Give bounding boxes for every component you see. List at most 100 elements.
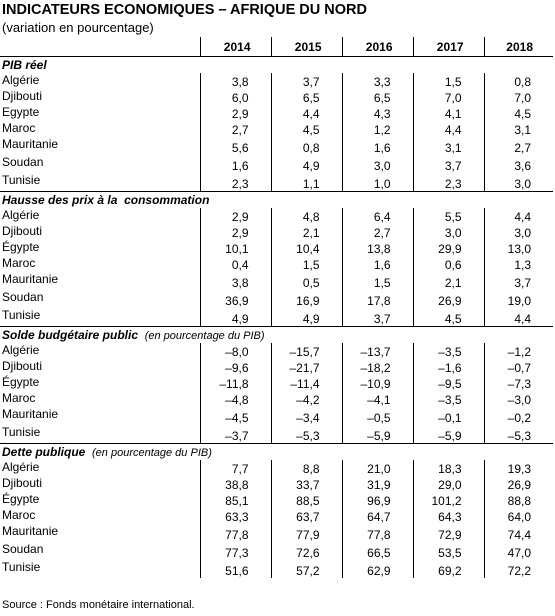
cell-value: 6,5 [341, 89, 413, 105]
section-cell: Dette publique (en pourcentage du PIB) [0, 443, 553, 460]
cell-value: 3,7 [270, 73, 342, 89]
row-label: Mauritanie [2, 407, 59, 421]
cell-value: 33,7 [270, 476, 342, 492]
cell-value: –4,2 [270, 391, 342, 407]
cell-value: 4,4 [270, 105, 342, 121]
cell-value: –3,5 [412, 391, 484, 407]
cell-value: –0,1 [412, 407, 484, 425]
data-row: Soudan 1,6 4,9 3,0 3,7 3,6 [0, 155, 553, 173]
cell-value: 1,0 [341, 173, 413, 192]
data-row: Mauritanie 5,6 0,8 1,6 3,1 2,7 [0, 137, 553, 155]
section-cell: PIB réel [0, 56, 553, 73]
row-label: Soudan [2, 155, 44, 169]
cell-value: 13,0 [483, 240, 553, 256]
cell-value: 1,5 [341, 272, 413, 290]
cell-value: –3,7 [199, 425, 271, 444]
cell-value: –4,5 [199, 407, 271, 425]
cell-value: 3,0 [412, 224, 484, 240]
cell-value: 64,7 [341, 508, 413, 524]
cell-value: 18,3 [412, 460, 484, 476]
cell-value: 1,5 [270, 256, 342, 272]
cell-value: 3,1 [412, 137, 484, 155]
subtitle: (variation en pourcentage) [2, 20, 154, 35]
cell-value: 10,1 [199, 240, 271, 256]
section-cell: Solde budgétaire public (en pourcentage … [0, 326, 553, 343]
cell-value: 2,3 [199, 173, 271, 192]
cell-value: 66,5 [341, 542, 413, 560]
section-title: PIB réel [2, 58, 47, 72]
row-label: Maroc [2, 391, 36, 405]
cell-value: 101,2 [412, 492, 484, 508]
cell-value: 10,4 [270, 240, 342, 256]
cell-value: –5,3 [483, 425, 553, 444]
data-row: Djibouti 38,8 33,7 31,9 29,0 26,9 [0, 476, 553, 492]
cell-value: 4,3 [341, 105, 413, 121]
row-label: Maroc [2, 256, 36, 270]
row-label: Tunisie [2, 425, 41, 439]
cell-value: 88,8 [483, 492, 553, 508]
cell-value: 3,1 [483, 121, 553, 137]
cell-value: 2,9 [199, 105, 271, 121]
cell-value: 17,8 [341, 290, 413, 308]
data-row: Soudan 36,9 16,9 17,8 26,9 19,0 [0, 290, 553, 308]
cell-value: 0,6 [412, 256, 484, 272]
header-blank [0, 37, 200, 57]
cell-value: 13,8 [341, 240, 413, 256]
row-label: Tunisie [2, 173, 41, 187]
row-label: Djibouti [2, 89, 43, 103]
cell-value: 4,8 [270, 208, 342, 224]
cell-value: 26,9 [483, 476, 553, 492]
cell-value: 16,9 [270, 290, 342, 308]
cell-value: 69,2 [412, 560, 484, 578]
row-label: Maroc [2, 508, 36, 522]
cell-value: 1,6 [341, 137, 413, 155]
data-row: Égypte –11,8 –11,4 –10,9 –9,5 –7,3 [0, 375, 553, 391]
cell-value: –0,2 [483, 407, 553, 425]
cell-value: –9,6 [199, 359, 271, 375]
cell-value: 85,1 [199, 492, 271, 508]
row-label: Egypte [2, 105, 40, 119]
data-row: Djibouti 2,9 2,1 2,7 3,0 3,0 [0, 224, 553, 240]
cell-value: 7,7 [199, 460, 271, 476]
cell-value: 6,0 [199, 89, 271, 105]
data-row: Maroc 0,4 1,5 1,6 0,6 1,3 [0, 256, 553, 272]
row-label: Soudan [2, 542, 44, 556]
section-row: Dette publique (en pourcentage du PIB) [0, 443, 553, 460]
column-header: 2017 [412, 37, 484, 57]
cell-value: –7,3 [483, 375, 553, 391]
row-label: Djibouti [2, 476, 43, 490]
cell-value: 31,9 [341, 476, 413, 492]
cell-value: –5,3 [270, 425, 342, 444]
title: INDICATEURS ECONOMIQUES – AFRIQUE DU NOR… [2, 2, 367, 18]
cell-value: 4,9 [199, 308, 271, 327]
cell-value: 19,3 [483, 460, 553, 476]
cell-value: –4,8 [199, 391, 271, 407]
cell-value: 4,5 [270, 121, 342, 137]
cell-value: 7,0 [483, 89, 553, 105]
section-row: Solde budgétaire public (en pourcentage … [0, 326, 553, 343]
data-row: Mauritanie 77,8 77,9 77,8 72,9 74,4 [0, 524, 553, 542]
cell-value: 3,7 [412, 155, 484, 173]
cell-value: 53,5 [412, 542, 484, 560]
data-row: Algérie –8,0 –15,7 –13,7 –3,5 –1,2 [0, 343, 553, 359]
cell-value: –15,7 [270, 343, 342, 359]
table-body: PIB réel Algérie 3,8 3,7 3,3 1,5 0,8 Djibouti 6,… [0, 56, 553, 578]
cell-value: 4,4 [483, 208, 553, 224]
cell-value: 0,4 [199, 256, 271, 272]
cell-value: –0,7 [483, 359, 553, 375]
column-header: 2016 [341, 37, 413, 57]
cell-value: 64,0 [483, 508, 553, 524]
cell-value: 3,3 [341, 73, 413, 89]
cell-value: –18,2 [341, 359, 413, 375]
cell-value: 6,5 [270, 89, 342, 105]
row-label: Djibouti [2, 224, 43, 238]
data-row: Égypte 85,1 88,5 96,9 101,2 88,8 [0, 492, 553, 508]
cell-value: 3,7 [483, 272, 553, 290]
cell-value: 77,8 [341, 524, 413, 542]
cell-value: 3,7 [341, 308, 413, 327]
cell-value: 0,8 [270, 137, 342, 155]
data-row: Soudan 77,3 72,6 66,5 53,5 47,0 [0, 542, 553, 560]
cell-value: 3,0 [483, 224, 553, 240]
data-row: Maroc 2,7 4,5 1,2 4,4 3,1 [0, 121, 553, 137]
cell-value: –3,5 [412, 343, 484, 359]
